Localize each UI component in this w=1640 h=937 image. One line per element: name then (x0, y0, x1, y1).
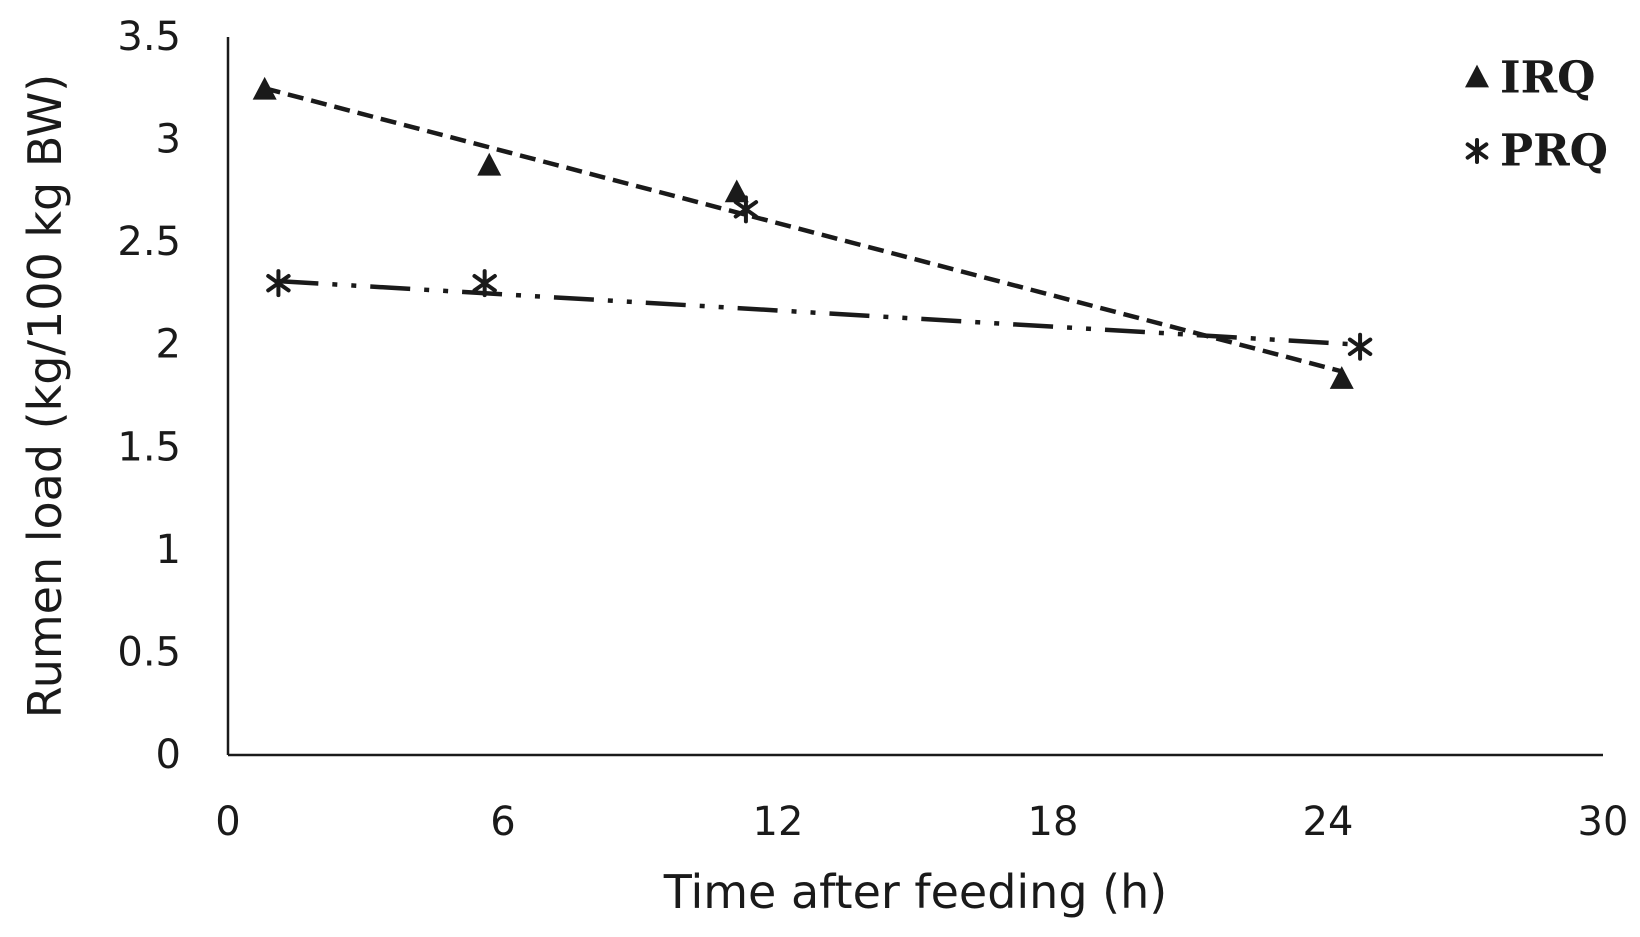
y-tick-label: 0 (156, 732, 181, 778)
data-point-prq (472, 269, 497, 298)
legend-marker-irq (1465, 64, 1489, 88)
y-tick-label: 2 (156, 322, 181, 368)
y-tick-label: 2.5 (117, 219, 181, 265)
data-point-irq (724, 179, 749, 203)
data-point-irq (1329, 366, 1354, 389)
legend: IRQ PRQ (1465, 53, 1608, 177)
legend-marker-prq (1465, 138, 1489, 164)
x-tick-label: 12 (753, 799, 804, 845)
data-point-irq (252, 76, 277, 100)
y-tick-label: 1.5 (117, 424, 181, 470)
data-point-prq (266, 269, 291, 298)
trendline-irq (264, 86, 1343, 374)
legend-label-irq: IRQ (1500, 53, 1595, 104)
x-tick-label: 18 (1028, 799, 1079, 845)
markers (252, 76, 1373, 389)
x-axis-title: Time after feeding (h) (663, 865, 1167, 919)
y-axis-title: Rumen load (kg/100 kg BW) (18, 74, 72, 718)
y-tick-label: 0.5 (117, 629, 181, 675)
y-tick-label: 3 (156, 117, 181, 163)
data-point-irq (477, 152, 502, 176)
x-tick-label: 0 (215, 799, 240, 845)
data-point-prq (1347, 332, 1373, 361)
y-tick-label: 3.5 (117, 14, 181, 60)
trendlines (264, 86, 1361, 374)
trendline-prq (278, 278, 1361, 347)
legend-label-prq: PRQ (1500, 126, 1608, 177)
x-tick-label: 6 (490, 799, 515, 845)
y-tick-label: 1 (156, 527, 181, 573)
axes: 0 0.5 1 1.5 2 2.5 3 3.5 0 6 12 18 24 30 Time after fee… (18, 14, 1628, 919)
x-tick-label: 30 (1578, 799, 1629, 845)
x-tick-label: 24 (1303, 799, 1354, 845)
data-point-prq (733, 195, 759, 224)
